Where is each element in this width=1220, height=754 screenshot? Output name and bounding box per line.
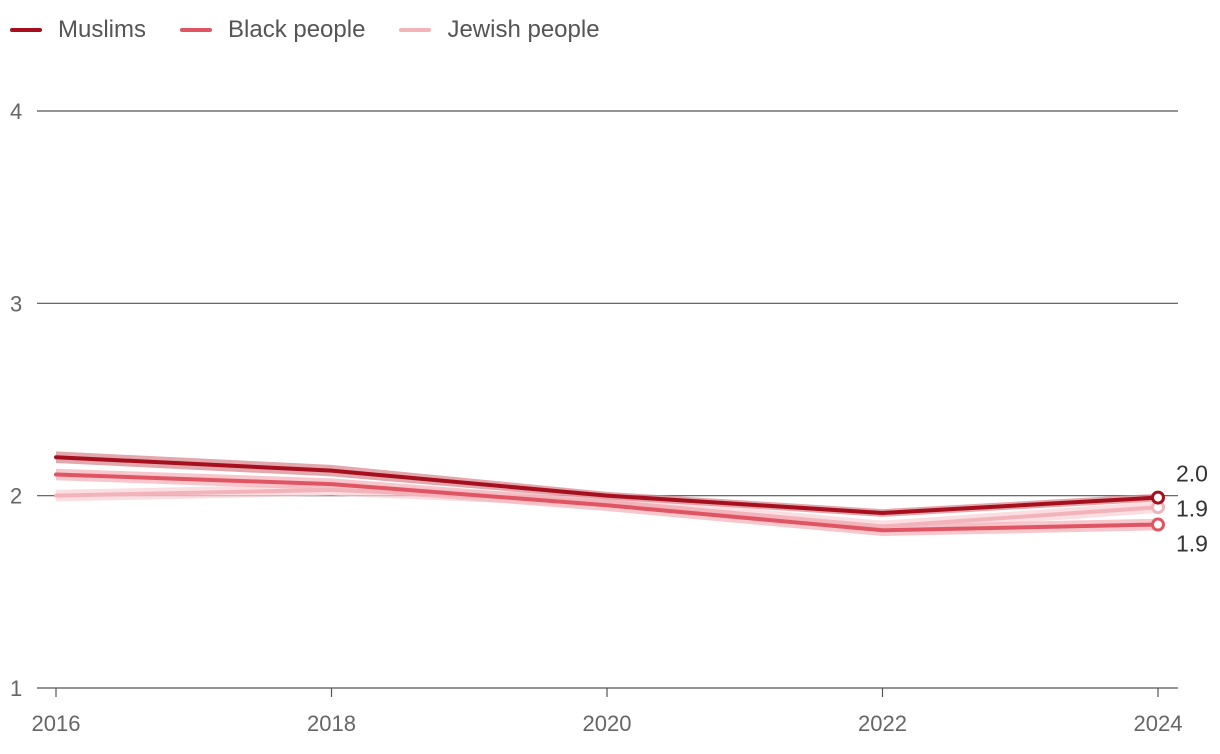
legend-label-black-people: Black people bbox=[228, 16, 366, 43]
legend-item-muslims: Muslims bbox=[10, 16, 146, 44]
y-tick-label-2: 2 bbox=[10, 484, 22, 509]
line-muslims bbox=[54, 455, 1160, 515]
y-tick-label-3: 3 bbox=[10, 291, 22, 316]
end-marker-black-people bbox=[1151, 517, 1165, 532]
x-tick-label-2020: 2020 bbox=[583, 711, 632, 736]
legend-swatch-black-people bbox=[180, 28, 212, 32]
line-black-people bbox=[54, 472, 1160, 533]
end-label-muslims: 2.0 bbox=[1176, 461, 1208, 487]
y-tick-label-4: 4 bbox=[10, 99, 22, 124]
legend-item-jewish-people: Jewish people bbox=[399, 16, 600, 44]
legend-swatch-jewish-people bbox=[399, 28, 432, 32]
band-jewish-people bbox=[56, 484, 1158, 533]
band-muslims bbox=[56, 451, 1158, 517]
end-label-jewish-people: 1.9 bbox=[1176, 496, 1208, 522]
x-tick-label-2018: 2018 bbox=[307, 711, 356, 736]
x-tick-label-2024: 2024 bbox=[1134, 711, 1183, 736]
end-marker-muslims bbox=[1151, 490, 1165, 505]
x-tick-label-2022: 2022 bbox=[858, 711, 907, 736]
legend-item-black-people: Black people bbox=[180, 16, 365, 44]
chart-legend: Muslims Black people Jewish people bbox=[10, 12, 600, 48]
line-jewish-people bbox=[54, 487, 1160, 529]
y-tick-label-1: 1 bbox=[10, 676, 22, 701]
legend-label-jewish-people: Jewish people bbox=[447, 16, 600, 43]
end-label-black-people: 1.9 bbox=[1176, 531, 1208, 557]
legend-label-muslims: Muslims bbox=[58, 16, 146, 43]
x-tick-label-2016: 2016 bbox=[32, 711, 81, 736]
legend-swatch-muslims bbox=[10, 28, 42, 32]
